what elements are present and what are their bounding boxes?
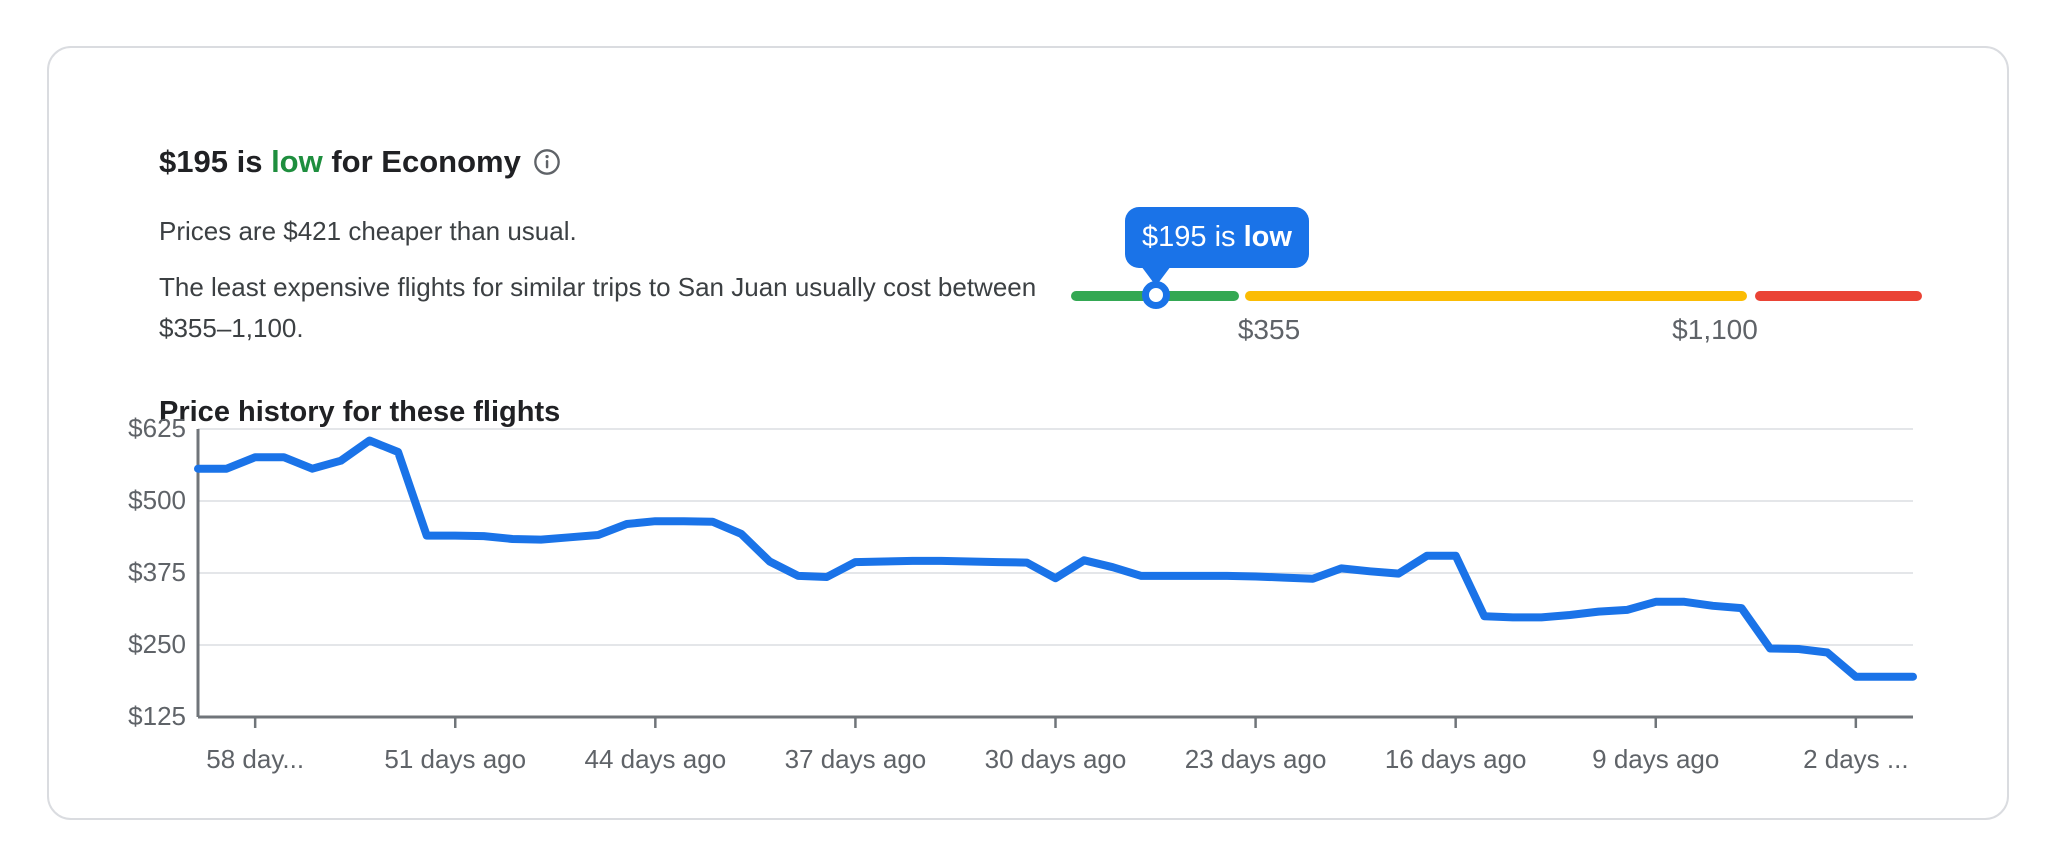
header-mid: is <box>227 144 272 179</box>
typical-range-text: The least expensive flights for similar … <box>159 272 1037 343</box>
range-low-label: $355 <box>1237 314 1301 345</box>
header-price: $195 <box>159 144 228 179</box>
range-high-label: $1,100 <box>1672 314 1758 345</box>
price-summary-text: Prices are $421 cheaper than usual. <box>159 216 577 246</box>
chart-title: Price history for these flights <box>159 396 561 428</box>
header-suffix: for Economy <box>322 144 521 179</box>
price-history-line <box>194 436 1917 681</box>
tooltip-level: low <box>1243 221 1292 253</box>
price-insights-card: $195 is low for Economy Prices are $421 … <box>47 46 2009 820</box>
page-title: $195 is low for Economy <box>159 144 561 180</box>
price-level-tooltip: $195 is low <box>1125 207 1309 286</box>
header-price-level: low <box>271 144 323 179</box>
price-range-typical-segment <box>1245 291 1747 301</box>
price-range-high-segment <box>1755 291 1922 301</box>
tooltip-text: $195 is <box>1142 221 1244 253</box>
info-icon[interactable] <box>533 148 561 176</box>
current-price-marker <box>1142 281 1170 309</box>
